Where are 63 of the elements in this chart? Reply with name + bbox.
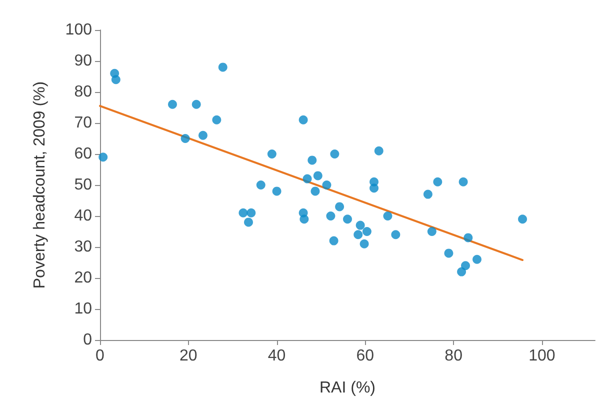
y-tick-label: 100 (65, 22, 92, 38)
point (356, 220, 365, 230)
x-tick-label: 0 (96, 348, 105, 364)
y-tick-label: 50 (74, 176, 92, 194)
y-tick-label: 90 (74, 52, 92, 70)
point (238, 208, 248, 218)
point (457, 267, 466, 276)
point (322, 180, 332, 190)
y-axis-title: Poverty headcount, 2009 (%) (32, 81, 48, 289)
y-tick-label: 80 (74, 84, 92, 100)
point (458, 177, 468, 186)
point (326, 212, 336, 220)
point (360, 239, 369, 248)
point (354, 230, 363, 240)
point (256, 180, 266, 190)
point (98, 152, 108, 162)
point (302, 174, 312, 184)
point (518, 214, 528, 224)
point (168, 100, 177, 109)
point (423, 190, 432, 199)
point (180, 134, 190, 143)
x-axis-title: RAI (%) (320, 380, 376, 396)
point (472, 254, 482, 264)
point (267, 150, 276, 158)
point (433, 177, 442, 186)
point (111, 75, 120, 84)
point (313, 171, 322, 180)
point (362, 227, 372, 236)
point (464, 233, 473, 242)
point (330, 150, 340, 158)
point (218, 62, 228, 72)
point (308, 156, 317, 165)
point (444, 248, 454, 258)
y-tick-label: 0 (83, 332, 92, 348)
x-tick-label: 40 (268, 348, 286, 364)
point (246, 208, 256, 218)
point (391, 230, 400, 240)
y-tick-label: 70 (74, 114, 92, 132)
point (298, 115, 308, 124)
x-tick-label: 80 (444, 348, 463, 364)
x-tick-label: 20 (179, 348, 198, 364)
point (310, 186, 320, 196)
y-tick-label: 60 (74, 146, 92, 162)
point (370, 184, 379, 193)
point (198, 130, 208, 140)
point (335, 202, 344, 212)
point (343, 214, 352, 224)
y-tick-label: 40 (74, 208, 92, 224)
x-tick-label: 100 (528, 348, 556, 364)
y-tick-label: 10 (74, 300, 92, 318)
y-tick-label: 30 (74, 238, 92, 256)
x-tick-label: 60 (356, 348, 374, 364)
point (272, 186, 282, 196)
point (329, 236, 338, 246)
point (212, 115, 222, 124)
point (244, 218, 253, 227)
point (461, 261, 470, 270)
point (427, 227, 436, 236)
point (374, 146, 384, 156)
point (192, 100, 201, 109)
point (383, 212, 392, 220)
point (300, 214, 309, 224)
y-tick-label: 20 (74, 270, 92, 286)
